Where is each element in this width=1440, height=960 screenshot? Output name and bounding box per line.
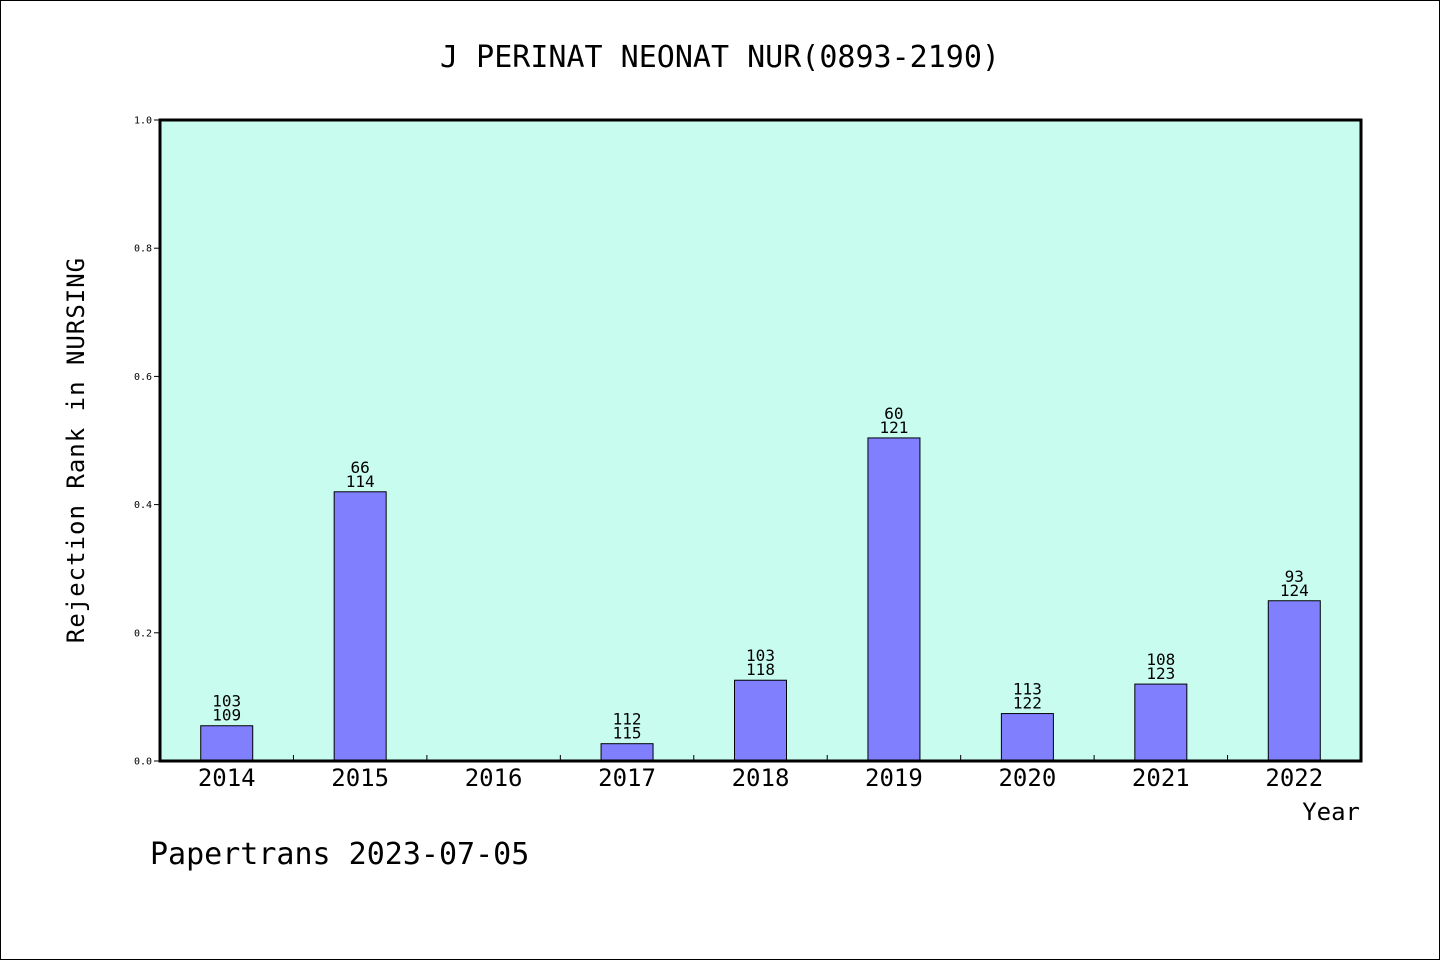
data-label-top: 112 xyxy=(613,710,642,729)
y-tick-label: 0.4 xyxy=(134,500,152,511)
data-label-bottom: 115 xyxy=(613,724,642,743)
footer-note: Papertrans 2023-07-05 xyxy=(150,837,529,872)
bar-2018 xyxy=(734,679,787,762)
bar-2015 xyxy=(333,491,387,762)
data-label-top: 66 xyxy=(351,458,370,477)
data-label-bottom: 123 xyxy=(1146,664,1175,683)
data-label-top: 108 xyxy=(1146,650,1175,669)
bar-2017 xyxy=(600,743,654,762)
data-label-bottom: 124 xyxy=(1280,581,1309,600)
y-tick-label: 0.2 xyxy=(134,628,152,639)
x-tick-label: 2015 xyxy=(331,764,389,792)
data-label-top: 60 xyxy=(884,404,903,423)
x-tick-label: 2017 xyxy=(598,764,656,792)
y-axis-ticks: 0.0 0.2 0.4 0.6 0.8 1.0 xyxy=(134,116,160,768)
data-label-top: 103 xyxy=(746,646,775,665)
data-label-top: 113 xyxy=(1013,680,1042,699)
x-tick-label: 2014 xyxy=(198,764,256,792)
x-axis-ticks: 2014 2015 2016 2017 2018 2019 2020 2021 2022 xyxy=(198,755,1323,792)
x-tick-label: 2020 xyxy=(998,764,1056,792)
bar-2019 xyxy=(867,437,921,762)
bar-2014 xyxy=(200,725,254,762)
data-label-bottom: 118 xyxy=(746,660,775,679)
x-tick-label: 2018 xyxy=(732,764,790,792)
data-label-bottom: 122 xyxy=(1013,694,1042,713)
bar-2020 xyxy=(1000,713,1054,762)
plot-border xyxy=(158,118,1363,763)
y-tick-label: 0.8 xyxy=(134,244,152,255)
x-tick-label: 2019 xyxy=(865,764,923,792)
data-label-top: 93 xyxy=(1285,567,1304,586)
y-tick-label: 1.0 xyxy=(134,116,152,127)
bar-2021 xyxy=(1134,683,1188,762)
data-label-bottom: 109 xyxy=(212,706,241,725)
data-label-bottom: 114 xyxy=(346,472,375,491)
y-tick-label: 0.0 xyxy=(134,757,152,768)
x-axis-label: Year xyxy=(1302,798,1360,826)
x-tick-label: 2022 xyxy=(1265,764,1323,792)
bars xyxy=(200,437,1321,762)
data-labels: 1031096611411211510311860121113122108123… xyxy=(212,404,1308,743)
chart-title: J PERINAT NEONAT NUR(0893-2190) xyxy=(440,40,1000,75)
data-label-top: 103 xyxy=(212,692,241,711)
y-tick-label: 0.6 xyxy=(134,372,152,383)
y-axis-label: Rejection Rank in NURSING xyxy=(62,257,90,643)
x-tick-label: 2016 xyxy=(465,764,523,792)
x-tick-label: 2021 xyxy=(1132,764,1190,792)
data-label-bottom: 121 xyxy=(879,418,908,437)
bar-2022 xyxy=(1267,600,1321,762)
